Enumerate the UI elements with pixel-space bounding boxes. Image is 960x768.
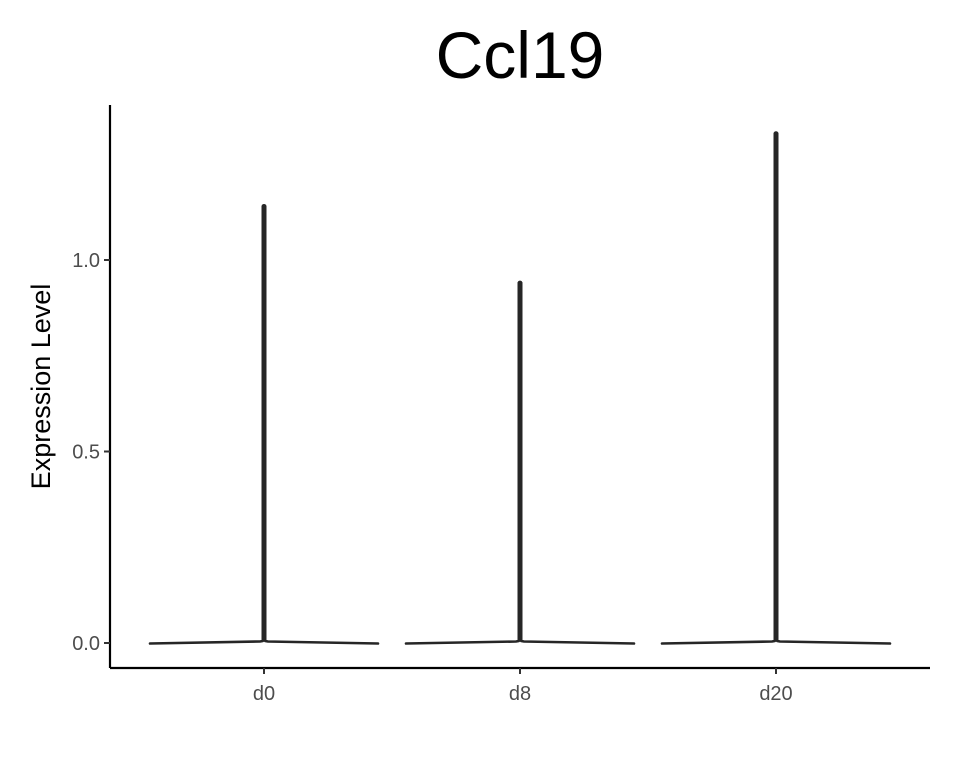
x-tick-label: d8 [509, 683, 531, 705]
y-tick-label: 0.0 [72, 633, 100, 655]
x-tick-label: d20 [759, 683, 792, 705]
violin-d0 [148, 205, 380, 645]
data-point [517, 315, 523, 320]
violin-d20 [660, 132, 892, 645]
y-tick-label: 1.0 [72, 250, 100, 272]
violin-d8 [404, 281, 636, 645]
y-tick-label: 0.5 [72, 442, 100, 464]
data-point [517, 280, 523, 286]
chart-title: Ccl19 [436, 18, 605, 92]
plot-area: 0.0 0.5 1.0 d0 d8 d20 [72, 105, 930, 705]
y-axis-label: Expression Level [26, 284, 56, 490]
data-point [261, 203, 267, 209]
x-tick-label: d0 [253, 683, 275, 705]
data-point [773, 131, 779, 137]
